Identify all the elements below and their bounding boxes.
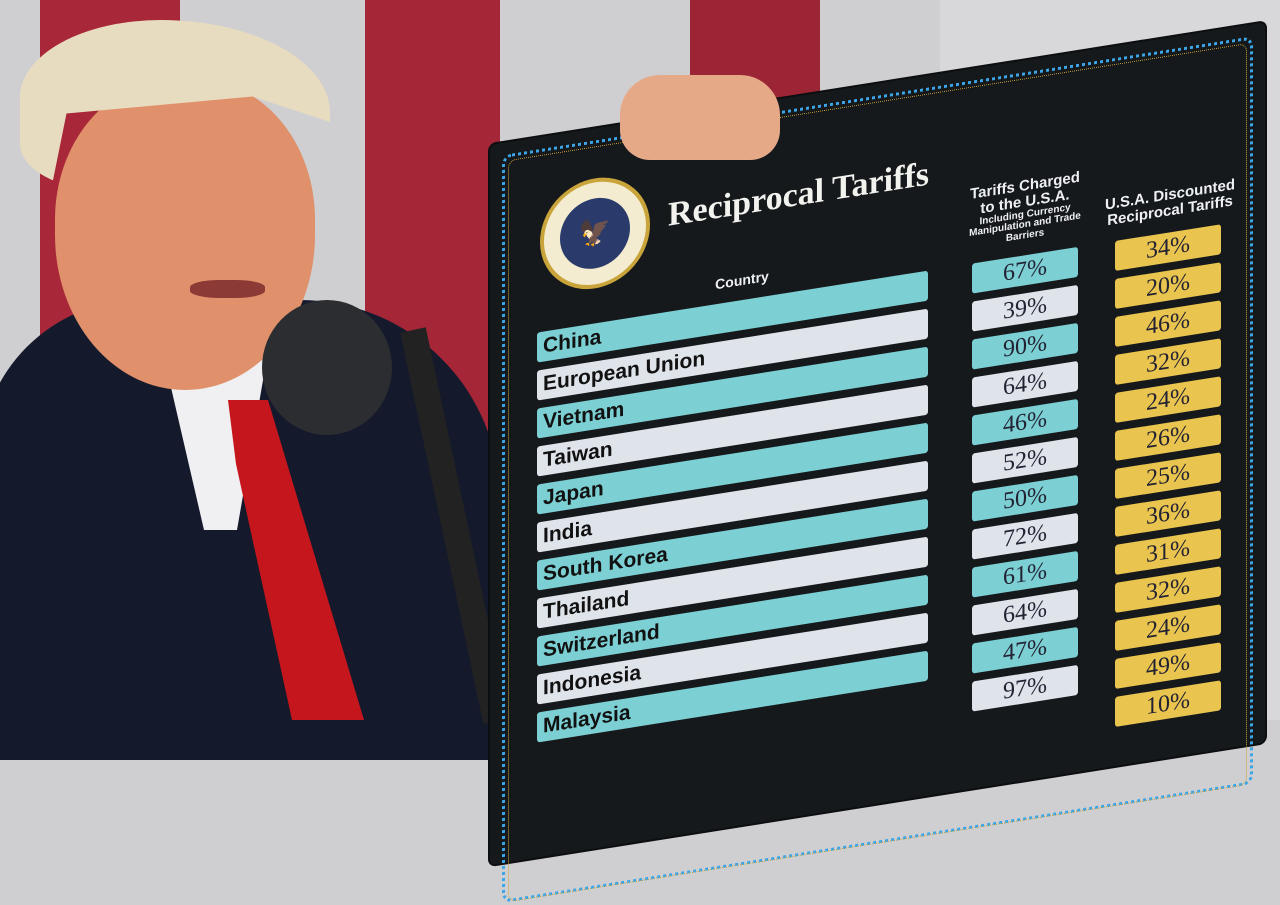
hand (620, 75, 780, 160)
eagle-icon: 🦅 (560, 192, 630, 274)
tariff-board: 🦅 Reciprocal Tariffs Country Tariffs Cha… (490, 22, 1265, 904)
microphone (262, 300, 392, 435)
mouth (190, 280, 265, 298)
